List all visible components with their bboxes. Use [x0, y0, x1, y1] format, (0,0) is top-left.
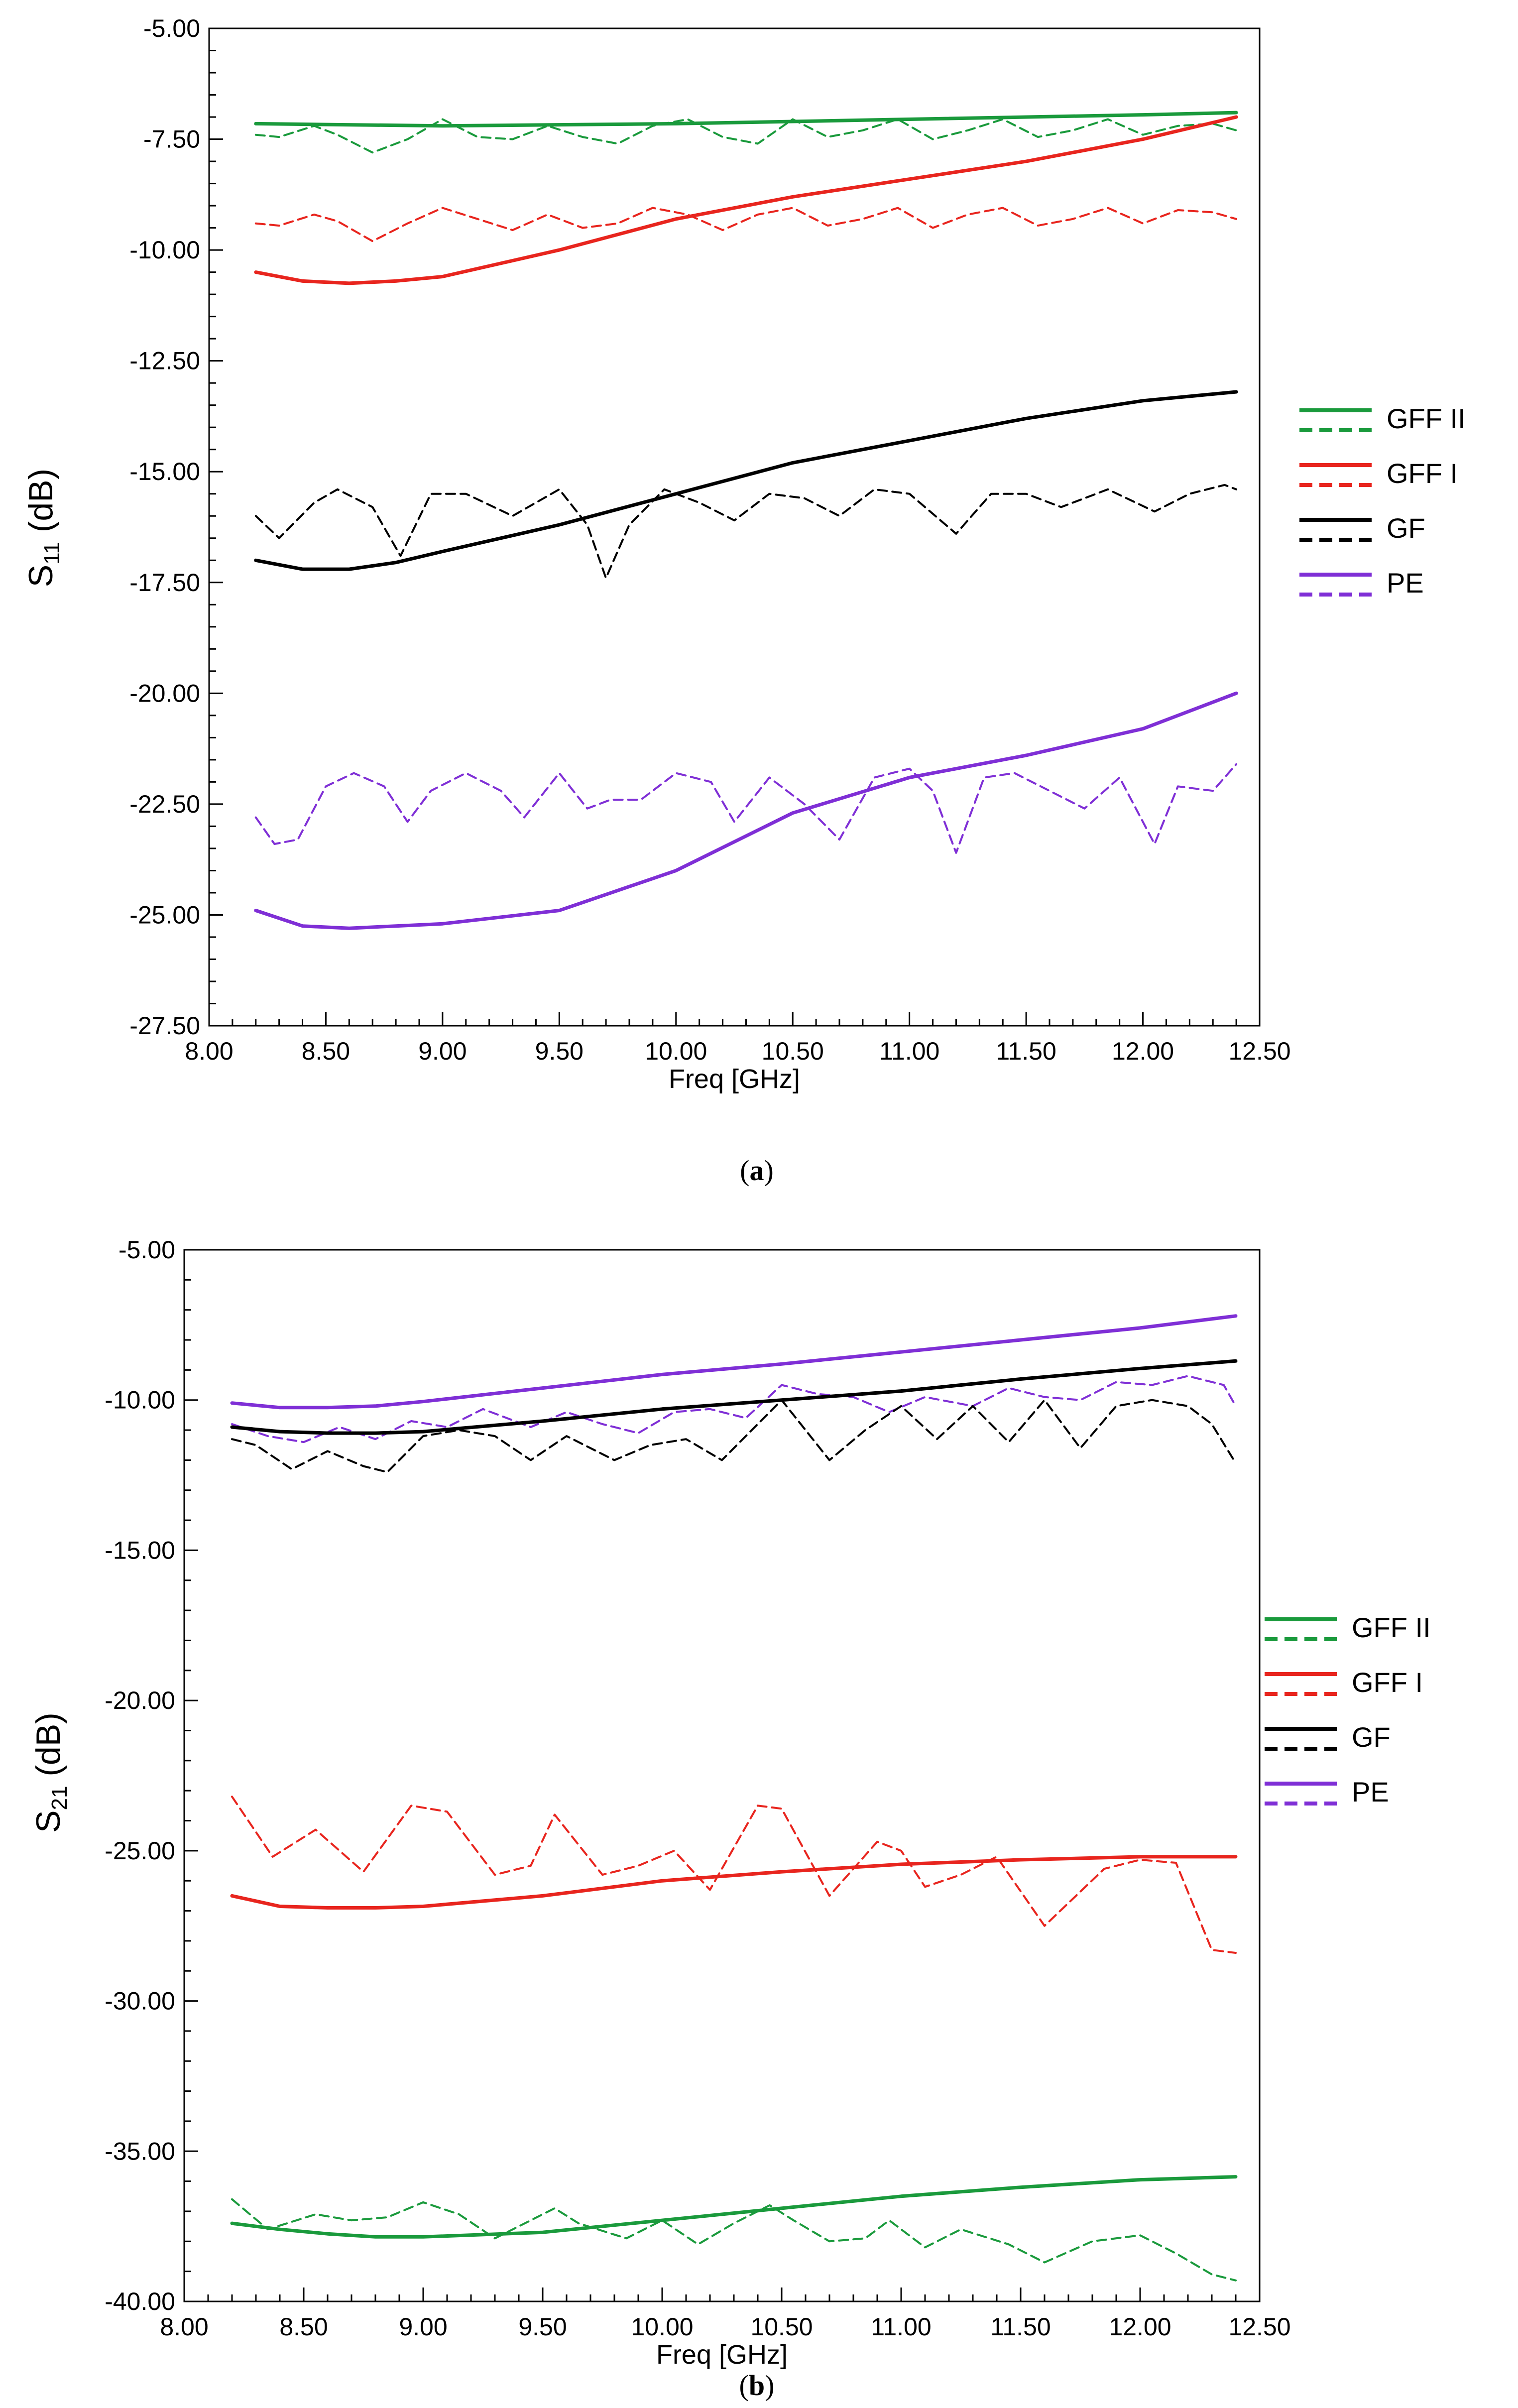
- y-tick-label: -25.00: [105, 1837, 175, 1865]
- y-tick-label: -30.00: [105, 1987, 175, 2015]
- x-tick-label: 10.50: [750, 2313, 813, 2341]
- y-tick-label: -10.00: [105, 1386, 175, 1414]
- series-gff-i-measured-line: [231, 1796, 1237, 1954]
- y-tick-label: -12.50: [129, 347, 200, 375]
- x-tick-label: 8.00: [160, 2313, 208, 2341]
- x-tick-label: 12.50: [1228, 1037, 1290, 1065]
- y-tick-label: -10.00: [129, 236, 200, 264]
- x-tick-label: 10.50: [762, 1037, 824, 1065]
- figure-caption-open: (: [740, 1154, 749, 1187]
- y-axis-label-main: S: [29, 1810, 67, 1832]
- y-tick-label: -5.00: [143, 14, 200, 42]
- figure-caption-open: (: [739, 2369, 749, 2402]
- x-tick-label: 12.50: [1228, 2313, 1290, 2341]
- x-tick-label: 11.00: [871, 2313, 931, 2341]
- chart-s11: 8.00 8.50 9.00 9.50 10.00 10.50 11.00 11.50 12.0…: [22, 14, 1466, 1187]
- y-axis-label-unit: (dB): [22, 469, 60, 542]
- y-axis-label-unit: (dB): [29, 1712, 67, 1786]
- series-pe-simulated-line: [254, 691, 1238, 930]
- x-tick-label: 12.00: [1109, 2313, 1171, 2341]
- x-tick-label: 10.00: [631, 2313, 693, 2341]
- series-gff-ii-simulated-line: [230, 2175, 1238, 2239]
- legend-label-pe: PE: [1387, 567, 1424, 599]
- series-gff-ii-measured-line: [231, 2198, 1237, 2282]
- x-tick-label: 12.00: [1112, 1037, 1174, 1065]
- x-tick-label: 9.00: [418, 1037, 467, 1065]
- figure-caption-close: ): [765, 2369, 774, 2402]
- x-tick-label: 8.50: [279, 2313, 328, 2341]
- series-gff-ii-simulated-line: [254, 111, 1238, 128]
- y-tick-label: -7.50: [143, 125, 200, 153]
- x-tick-label: 9.50: [518, 2313, 567, 2341]
- y-tick-label: -22.50: [129, 790, 200, 818]
- x-tick-label: 8.00: [185, 1037, 233, 1065]
- y-axis-label: S11 (dB): [22, 469, 64, 587]
- y-tick-label: -27.50: [129, 1012, 200, 1040]
- series-pe-measured-line: [254, 763, 1238, 854]
- x-tick-label: 10.00: [645, 1037, 707, 1065]
- series-gf-measured-line: [254, 483, 1238, 579]
- legend-label-gf: GF: [1387, 512, 1425, 544]
- x-tick-label: 9.50: [535, 1037, 584, 1065]
- x-tick-label: 8.50: [302, 1037, 350, 1065]
- y-tick-label: -5.00: [118, 1236, 175, 1264]
- x-axis-label: Freq [GHz]: [656, 2340, 788, 2370]
- y-tick-label: -25.00: [129, 901, 200, 929]
- y-tick-label: -20.00: [105, 1686, 175, 1714]
- legend-label-gf: GF: [1352, 1721, 1391, 1753]
- series-gf-simulated-line: [254, 390, 1238, 571]
- series-pe-simulated-line: [230, 1314, 1238, 1410]
- y-tick-label: -20.00: [129, 679, 200, 707]
- figure-caption: (b): [739, 2369, 775, 2402]
- legend: GFF II GFF I GF PE: [1265, 1612, 1431, 1807]
- legend-label-gff-i: GFF I: [1352, 1667, 1423, 1698]
- series-gff-i-simulated-line: [230, 1855, 1238, 1910]
- legend-label-pe: PE: [1352, 1776, 1389, 1807]
- legend-label-gff-ii: GFF II: [1352, 1612, 1431, 1643]
- series-gff-i-simulated-line: [254, 115, 1238, 285]
- legend-label-gff-i: GFF I: [1387, 458, 1458, 489]
- y-tick-label: -40.00: [105, 2288, 175, 2315]
- figure-caption: (a): [740, 1154, 774, 1187]
- y-tick-label: -15.00: [105, 1536, 175, 1564]
- figure-caption-close: ): [764, 1154, 774, 1187]
- x-axis-label: Freq [GHz]: [669, 1064, 800, 1094]
- y-axis-label-subscript: 11: [40, 542, 64, 565]
- y-axis-label: S21 (dB): [29, 1712, 72, 1833]
- x-tick-label: 11.00: [879, 1037, 939, 1065]
- series-gf-measured-line: [231, 1399, 1237, 1473]
- series-gf-simulated-line: [230, 1359, 1238, 1435]
- plot-frame: [208, 27, 1261, 1027]
- y-tick-label: -35.00: [105, 2137, 175, 2165]
- x-tick-label: 9.00: [399, 2313, 447, 2341]
- plot-frame: [183, 1249, 1261, 2302]
- series-gff-i-measured-line: [254, 207, 1238, 242]
- y-tick-label: -15.00: [129, 458, 200, 485]
- legend: GFF II GFF I GF PE: [1299, 403, 1466, 599]
- legend-label-gff-ii: GFF II: [1387, 403, 1466, 434]
- y-axis-label-main: S: [22, 565, 60, 587]
- y-axis-label-subscript: 21: [47, 1786, 72, 1810]
- figure-caption-letter: b: [749, 2369, 765, 2402]
- series-gff-ii-measured-line: [254, 118, 1238, 154]
- figure-caption-letter: a: [750, 1154, 764, 1187]
- series-pe-measured-line: [231, 1375, 1237, 1444]
- x-tick-label: 11.50: [990, 2313, 1051, 2341]
- chart-s21: 8.00 8.50 9.00 9.50 10.00 10.50 11.00 11.50 12.0…: [29, 1236, 1431, 2402]
- y-tick-label: -17.50: [129, 569, 200, 597]
- x-tick-label: 11.50: [996, 1037, 1056, 1065]
